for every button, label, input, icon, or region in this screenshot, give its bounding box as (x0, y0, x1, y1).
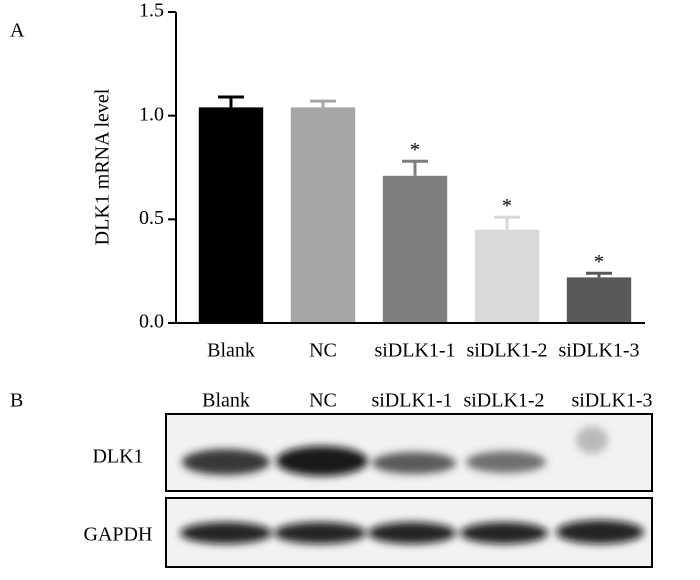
lane-label: siDLK1-2 (463, 390, 544, 412)
bar (290, 107, 356, 323)
band (556, 520, 644, 544)
band (466, 451, 546, 473)
error-bar (586, 271, 612, 278)
bar (566, 277, 632, 323)
panel-label: A (10, 20, 25, 42)
lane-label: NC (309, 390, 337, 412)
band (576, 426, 608, 454)
y-tick-label: 0.0 (139, 311, 164, 333)
panel-label: B (10, 390, 23, 412)
band (182, 449, 270, 475)
error-bar (494, 215, 520, 230)
x-tick-label: NC (309, 340, 337, 362)
lane-label: siDLK1-1 (371, 390, 452, 412)
y-tick-label: 0.5 (139, 207, 164, 229)
x-tick-label: siDLK1-2 (466, 340, 547, 362)
x-tick-label: siDLK1-3 (558, 340, 639, 362)
lane-labels: Blank NC siDLK1-1 siDLK1-2 siDLK1-3 (202, 390, 652, 412)
band (274, 522, 366, 544)
y-tick-label: 1.0 (139, 103, 164, 125)
significance-label: * (410, 139, 420, 161)
significance-label: * (502, 195, 512, 217)
bar (474, 229, 540, 323)
blot-bands (180, 426, 644, 544)
y-tick-label: 1.5 (139, 0, 164, 22)
band (180, 522, 272, 544)
bar (198, 107, 264, 323)
band (460, 522, 548, 544)
band (276, 446, 368, 476)
error-bar (310, 99, 336, 108)
lane-label: Blank (202, 390, 250, 412)
y-axis-label: DLK1 mRNA level (92, 88, 114, 245)
lane-label: siDLK1-3 (571, 390, 652, 412)
bar (382, 175, 448, 323)
x-tick-label: siDLK1-1 (374, 340, 455, 362)
error-bar (218, 95, 244, 108)
significance-label: * (594, 251, 604, 273)
x-tick-label: Blank (207, 340, 255, 362)
row-label: DLK1 (92, 446, 143, 468)
row-label: GAPDH (84, 524, 153, 546)
error-bar (402, 159, 428, 176)
band (372, 452, 456, 474)
band (368, 522, 456, 544)
